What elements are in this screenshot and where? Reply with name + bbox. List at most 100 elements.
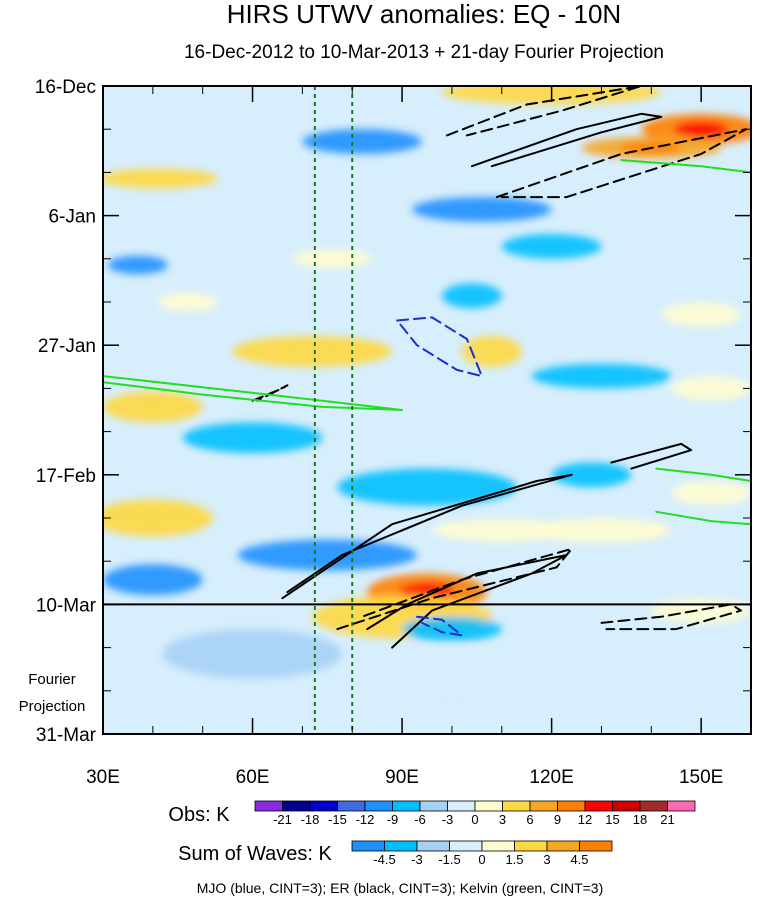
obs-colorbar-swatch-9 (502, 800, 531, 812)
field-blob-17 (342, 647, 562, 697)
obs-colorbar-level-4: -9 (387, 812, 399, 827)
field-blob-16 (661, 302, 742, 327)
field-blob-29 (182, 422, 323, 454)
obs-colorbar-level-1: -18 (301, 812, 320, 827)
field-blob-core-1 (674, 121, 729, 137)
field-blob-7 (461, 335, 522, 367)
waves-colorbar-level-5: 3 (543, 852, 550, 867)
obs-colorbar-level-14: 21 (660, 812, 674, 827)
waves-colorbar-swatch-0 (351, 840, 385, 852)
field-blob-6 (103, 499, 213, 537)
obs-colorbar-swatch-10 (529, 800, 558, 812)
er-contour-3 (610, 442, 693, 470)
fourier-projection-label-line1: Fourier (28, 671, 76, 688)
plot-frame (102, 85, 752, 735)
obs-colorbar-level-3: -12 (356, 812, 375, 827)
obs-colorbar-level-11: 12 (578, 812, 592, 827)
obs-colorbar-swatch-3 (337, 800, 366, 812)
waves-colorbar-swatch-3 (449, 840, 483, 852)
field-blob-11 (531, 518, 672, 543)
waves-colorbar-swatch-4 (481, 840, 515, 852)
obs-colorbar-swatch-1 (282, 800, 311, 812)
obs-colorbar-swatch-15 (667, 800, 696, 812)
waves-colorbar-swatch-1 (384, 840, 418, 852)
field-blob-5 (103, 391, 203, 423)
field-blob-20 (412, 197, 552, 222)
waves-colorbar-level-0: -4.5 (373, 852, 395, 867)
mjo-contour-10 (416, 615, 463, 637)
field-blob-23 (531, 363, 672, 389)
er-contour-7 (495, 128, 747, 199)
obs-colorbar-swatch-13 (612, 800, 641, 812)
field-blob-26 (103, 564, 203, 596)
field-blob-8 (671, 376, 751, 401)
field-blob-12 (431, 519, 572, 542)
field-blob-19 (302, 129, 423, 154)
obs-colorbar-level-13: 18 (633, 812, 647, 827)
obs-colorbar-swatch-0 (254, 800, 283, 812)
mjo-contour-9 (396, 316, 483, 378)
obs-colorbar-level-0: -21 (273, 812, 292, 827)
er-contour-5 (600, 603, 742, 631)
waves-colorbar-level-1: -3 (411, 852, 423, 867)
x-axis: 30E 60E 90E 120E 150E (86, 86, 723, 788)
field-blob-24 (337, 468, 517, 506)
er-contour-2 (470, 112, 663, 168)
waves-colorbar-level-4: 1.5 (505, 852, 523, 867)
y-axis: 16-Dec 6-Jan 27-Jan 17-Feb 10-Mar 31-Mar (35, 77, 751, 746)
field-blob-28 (441, 283, 502, 309)
field-blob-4 (232, 335, 393, 367)
field-blob-30 (402, 616, 502, 642)
kelvin-contour-12 (620, 159, 751, 174)
waves-colorbar-label: Sum of Waves: K (178, 843, 332, 865)
field-blob-25 (237, 539, 418, 571)
field-blob-13 (671, 480, 751, 506)
waves-colorbar-swatch-6 (546, 840, 580, 852)
er-contour-4 (336, 547, 573, 631)
obs-colorbar-level-6: -3 (442, 812, 454, 827)
x-tick-label-2: 90E (385, 767, 419, 788)
obs-colorbar-level-5: -6 (414, 812, 426, 827)
legend-note: MJO (blue, CINT=3); ER (black, CINT=3); … (197, 880, 604, 896)
x-tick-label-3: 120E (529, 767, 573, 788)
waves-colorbar-swatch-5 (514, 840, 548, 852)
obs-colorbar-swatch-2 (309, 800, 338, 812)
obs-colorbar-level-10: 9 (554, 812, 561, 827)
wave-contours (103, 86, 751, 649)
er-contour-6 (445, 86, 643, 137)
field-blob-27 (551, 462, 632, 488)
y-tick-label-0: 16-Dec (35, 77, 96, 98)
y-tick-label-1: 6-Jan (48, 207, 96, 228)
x-tick-label-1: 60E (236, 767, 270, 788)
waves-colorbar-swatch-2 (416, 840, 450, 852)
y-tick-label-4: 10-Mar (36, 595, 97, 616)
field-blob-14 (292, 249, 373, 269)
field-blob-18 (651, 598, 751, 623)
y-tick-label-5: 31-Mar (36, 725, 97, 746)
reference-lines (313, 86, 354, 734)
waves-colorbar-level-2: -1.5 (438, 852, 460, 867)
field-blob-31 (162, 629, 343, 679)
chart-subtitle: 16-Dec-2012 to 10-Mar-2013 + 21-day Four… (184, 42, 664, 63)
plot-area (103, 86, 751, 734)
kelvin-contour-11 (103, 375, 404, 411)
obs-colorbar-swatch-4 (364, 800, 393, 812)
er-contour-1 (281, 473, 573, 600)
obs-colorbar-level-2: -15 (328, 812, 347, 827)
y-tick-label-2: 27-Jan (38, 336, 96, 357)
waves-colorbar-swatch-7 (579, 840, 613, 852)
field-blob-3 (103, 168, 218, 189)
obs-colorbar-swatch-11 (557, 800, 586, 812)
obs-colorbar-swatch-14 (639, 800, 668, 812)
obs-colorbar-swatch-5 (392, 800, 421, 812)
obs-colorbar: -21 -18 -15 -12 -9 -6 -3 0 3 6 9 12 15 18 21 (254, 800, 696, 827)
obs-colorbar-level-7: 0 (471, 812, 478, 827)
waves-colorbar-level-6: 4.5 (570, 852, 588, 867)
field-blob-22 (501, 234, 602, 259)
x-tick-label-4: 150E (679, 767, 723, 788)
field-blob-15 (157, 292, 218, 312)
obs-colorbar-level-9: 6 (526, 812, 533, 827)
obs-colorbar-level-8: 3 (499, 812, 506, 827)
y-tick-label-3: 17-Feb (36, 466, 96, 487)
